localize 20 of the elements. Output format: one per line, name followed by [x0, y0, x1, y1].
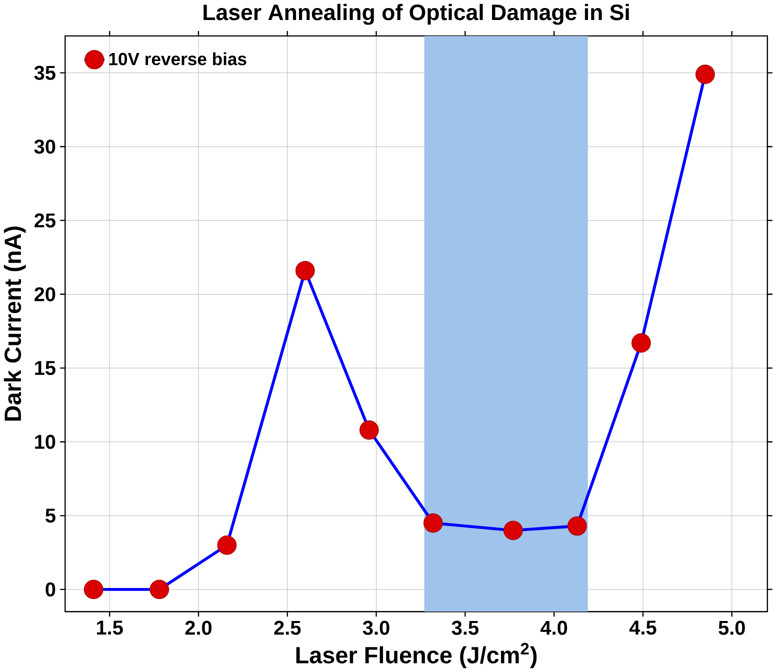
- x-tick-label: 4.5: [629, 620, 656, 635]
- y-tick-label: 25: [34, 213, 56, 228]
- y-tick-label: 30: [34, 140, 56, 154]
- legend-label: 10V reverse bias: [109, 52, 246, 66]
- x-tick-label: 5.0: [718, 620, 745, 635]
- y-tick-label: 5: [46, 508, 56, 523]
- y-tick-label: 20: [34, 287, 56, 302]
- y-tick-label: 0: [46, 582, 56, 597]
- x-tick-label: 3.5: [452, 620, 478, 635]
- y-tick-label: 35: [34, 66, 56, 80]
- x-tick-label: 4.0: [540, 620, 568, 635]
- chart-title: Laser Annealing of Optical Damage in Si: [204, 4, 629, 25]
- x-tick-label: 1.5: [96, 620, 123, 635]
- x-tick-label: 3.0: [362, 620, 390, 635]
- y-axis-title: Dark Current (nA): [4, 226, 26, 421]
- y-tick-label: 15: [35, 361, 56, 376]
- y-tick-label: 10: [35, 434, 56, 449]
- x-tick-label: 2.0: [185, 620, 212, 635]
- x-tick-label: 2.5: [274, 620, 301, 635]
- x-axis-title: Laser Fluence (J/cm$^{2}$): [296, 642, 537, 668]
